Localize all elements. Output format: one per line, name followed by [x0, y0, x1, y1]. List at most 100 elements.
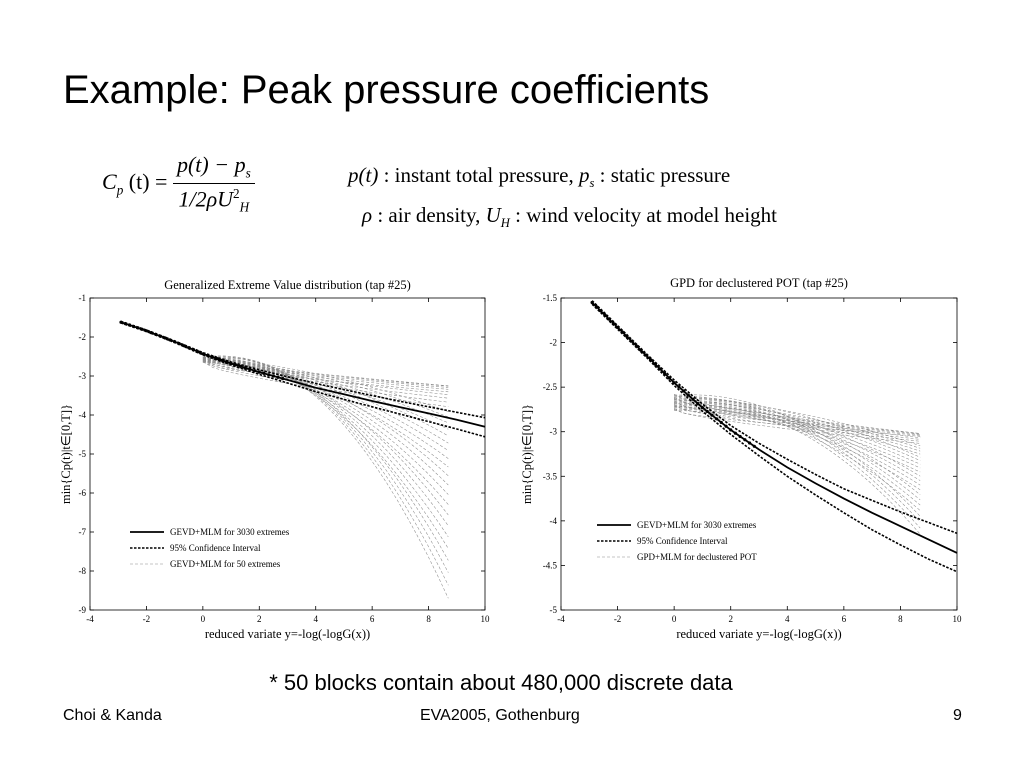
x-axis-label: reduced variate y=-log(-logG(x)): [676, 627, 841, 641]
data-point: [743, 438, 747, 442]
data-point: [149, 331, 153, 335]
cp-subscript: p: [116, 182, 124, 198]
block-fit-curve: [202, 361, 449, 393]
x-tick-label: -2: [614, 614, 622, 624]
fraction-denominator: 1/2ρU: [178, 186, 234, 212]
block-fit-curve: [202, 355, 449, 561]
data-point: [603, 313, 607, 317]
data-point: [616, 325, 620, 329]
data-point: [733, 431, 738, 435]
data-point: [634, 344, 639, 348]
block-fit-curve: [674, 403, 921, 452]
data-point: [140, 327, 144, 331]
cp-fraction: p(t) − ps 1/2ρU2H: [172, 152, 255, 216]
y-tick-label: -9: [79, 605, 87, 615]
data-point: [658, 367, 662, 371]
main-fit-line: [591, 301, 958, 554]
block-fit-curve: [674, 410, 921, 473]
block-fit-curve: [202, 357, 449, 387]
numerator-subscript: s: [245, 165, 251, 181]
y-tick-label: -2.5: [543, 382, 558, 392]
data-point: [262, 371, 266, 375]
def-ps-text: : static pressure: [599, 163, 731, 187]
data-point: [206, 353, 210, 357]
footer-author: Choi & Kanda: [63, 707, 162, 724]
block-fit-curve: [674, 407, 921, 455]
block-fit-curve: [673, 396, 921, 439]
def-uh-symbol: U: [485, 203, 501, 227]
def-uh-text: : wind velocity at model height: [515, 203, 778, 227]
data-point: [639, 348, 643, 352]
data-point: [590, 300, 594, 305]
data-point: [672, 381, 676, 385]
block-fit-curve: [202, 358, 449, 526]
data-point: [248, 367, 252, 371]
y-axis-label: min{Cp(t)|t∈[0,T]}: [59, 404, 73, 504]
data-point: [136, 326, 140, 330]
data-point: [191, 348, 196, 352]
block-fit-curve: [202, 356, 449, 387]
slide-title: Example: Peak pressure coefficients: [63, 68, 710, 112]
data-point: [229, 361, 233, 366]
y-tick-label: -3: [79, 371, 87, 381]
block-fit-curve: [202, 359, 449, 538]
block-fit-curve: [674, 396, 921, 496]
data-point: [144, 329, 148, 333]
chart-title: GPD for declustered POT (tap #25): [670, 276, 848, 290]
y-tick-label: -4: [79, 410, 87, 420]
legend-label: GEVD+MLM for 50 extremes: [170, 559, 281, 569]
data-point: [267, 373, 271, 377]
y-tick-label: -1: [79, 293, 87, 303]
data-point: [271, 374, 275, 378]
definition-line-1: p(t) : instant total pressure, ps : stat…: [348, 163, 730, 191]
block-fit-curve: [673, 394, 921, 434]
x-tick-label: -4: [557, 614, 565, 624]
definition-line-2: ρ : air density, UH : wind velocity at m…: [362, 203, 777, 231]
data-point: [215, 357, 219, 361]
def-uh-subscript: H: [500, 216, 510, 231]
y-tick-label: -8: [79, 566, 87, 576]
def-pt-symbol: p(t): [348, 163, 379, 187]
footnote: * 50 blocks contain about 480,000 discre…: [269, 670, 733, 695]
legend-label: GPD+MLM for declustered POT: [637, 552, 757, 562]
data-point: [281, 377, 285, 381]
data-point: [173, 340, 177, 344]
data-point: [649, 358, 653, 362]
data-point: [611, 321, 615, 325]
data-point: [677, 385, 681, 389]
data-point: [276, 375, 280, 379]
denominator-subscript: H: [239, 200, 250, 216]
block-fit-curve: [202, 358, 449, 399]
data-point: [168, 338, 172, 342]
data-point: [253, 369, 257, 373]
block-fit-curve: [674, 403, 921, 506]
x-tick-label: 2: [257, 614, 262, 624]
block-fit-curve: [674, 405, 921, 535]
data-point: [625, 335, 629, 339]
x-tick-label: 8: [898, 614, 903, 624]
y-tick-label: -3.5: [543, 471, 558, 481]
data-point: [653, 362, 657, 366]
data-point: [224, 360, 228, 364]
data-point: [243, 366, 247, 370]
denominator-superscript: 2: [233, 186, 240, 202]
cp-symbol: C: [102, 169, 117, 195]
data-point: [158, 334, 163, 338]
block-fit-curve: [674, 405, 921, 436]
data-point: [234, 363, 238, 367]
data-point: [630, 339, 634, 343]
data-point: [748, 441, 752, 445]
x-tick-label: 0: [201, 614, 206, 624]
block-fit-curve: [202, 356, 449, 437]
block-fit-curve: [202, 357, 449, 444]
data-point: [196, 350, 200, 354]
block-fit-curve: [202, 360, 449, 549]
block-fit-curve: [674, 394, 921, 517]
data-point: [599, 309, 603, 313]
chart-title: Generalized Extreme Value distribution (…: [164, 278, 411, 292]
def-pt-text: : instant total pressure,: [383, 163, 574, 187]
block-fit-curve: [674, 400, 921, 501]
data-point: [257, 370, 261, 374]
